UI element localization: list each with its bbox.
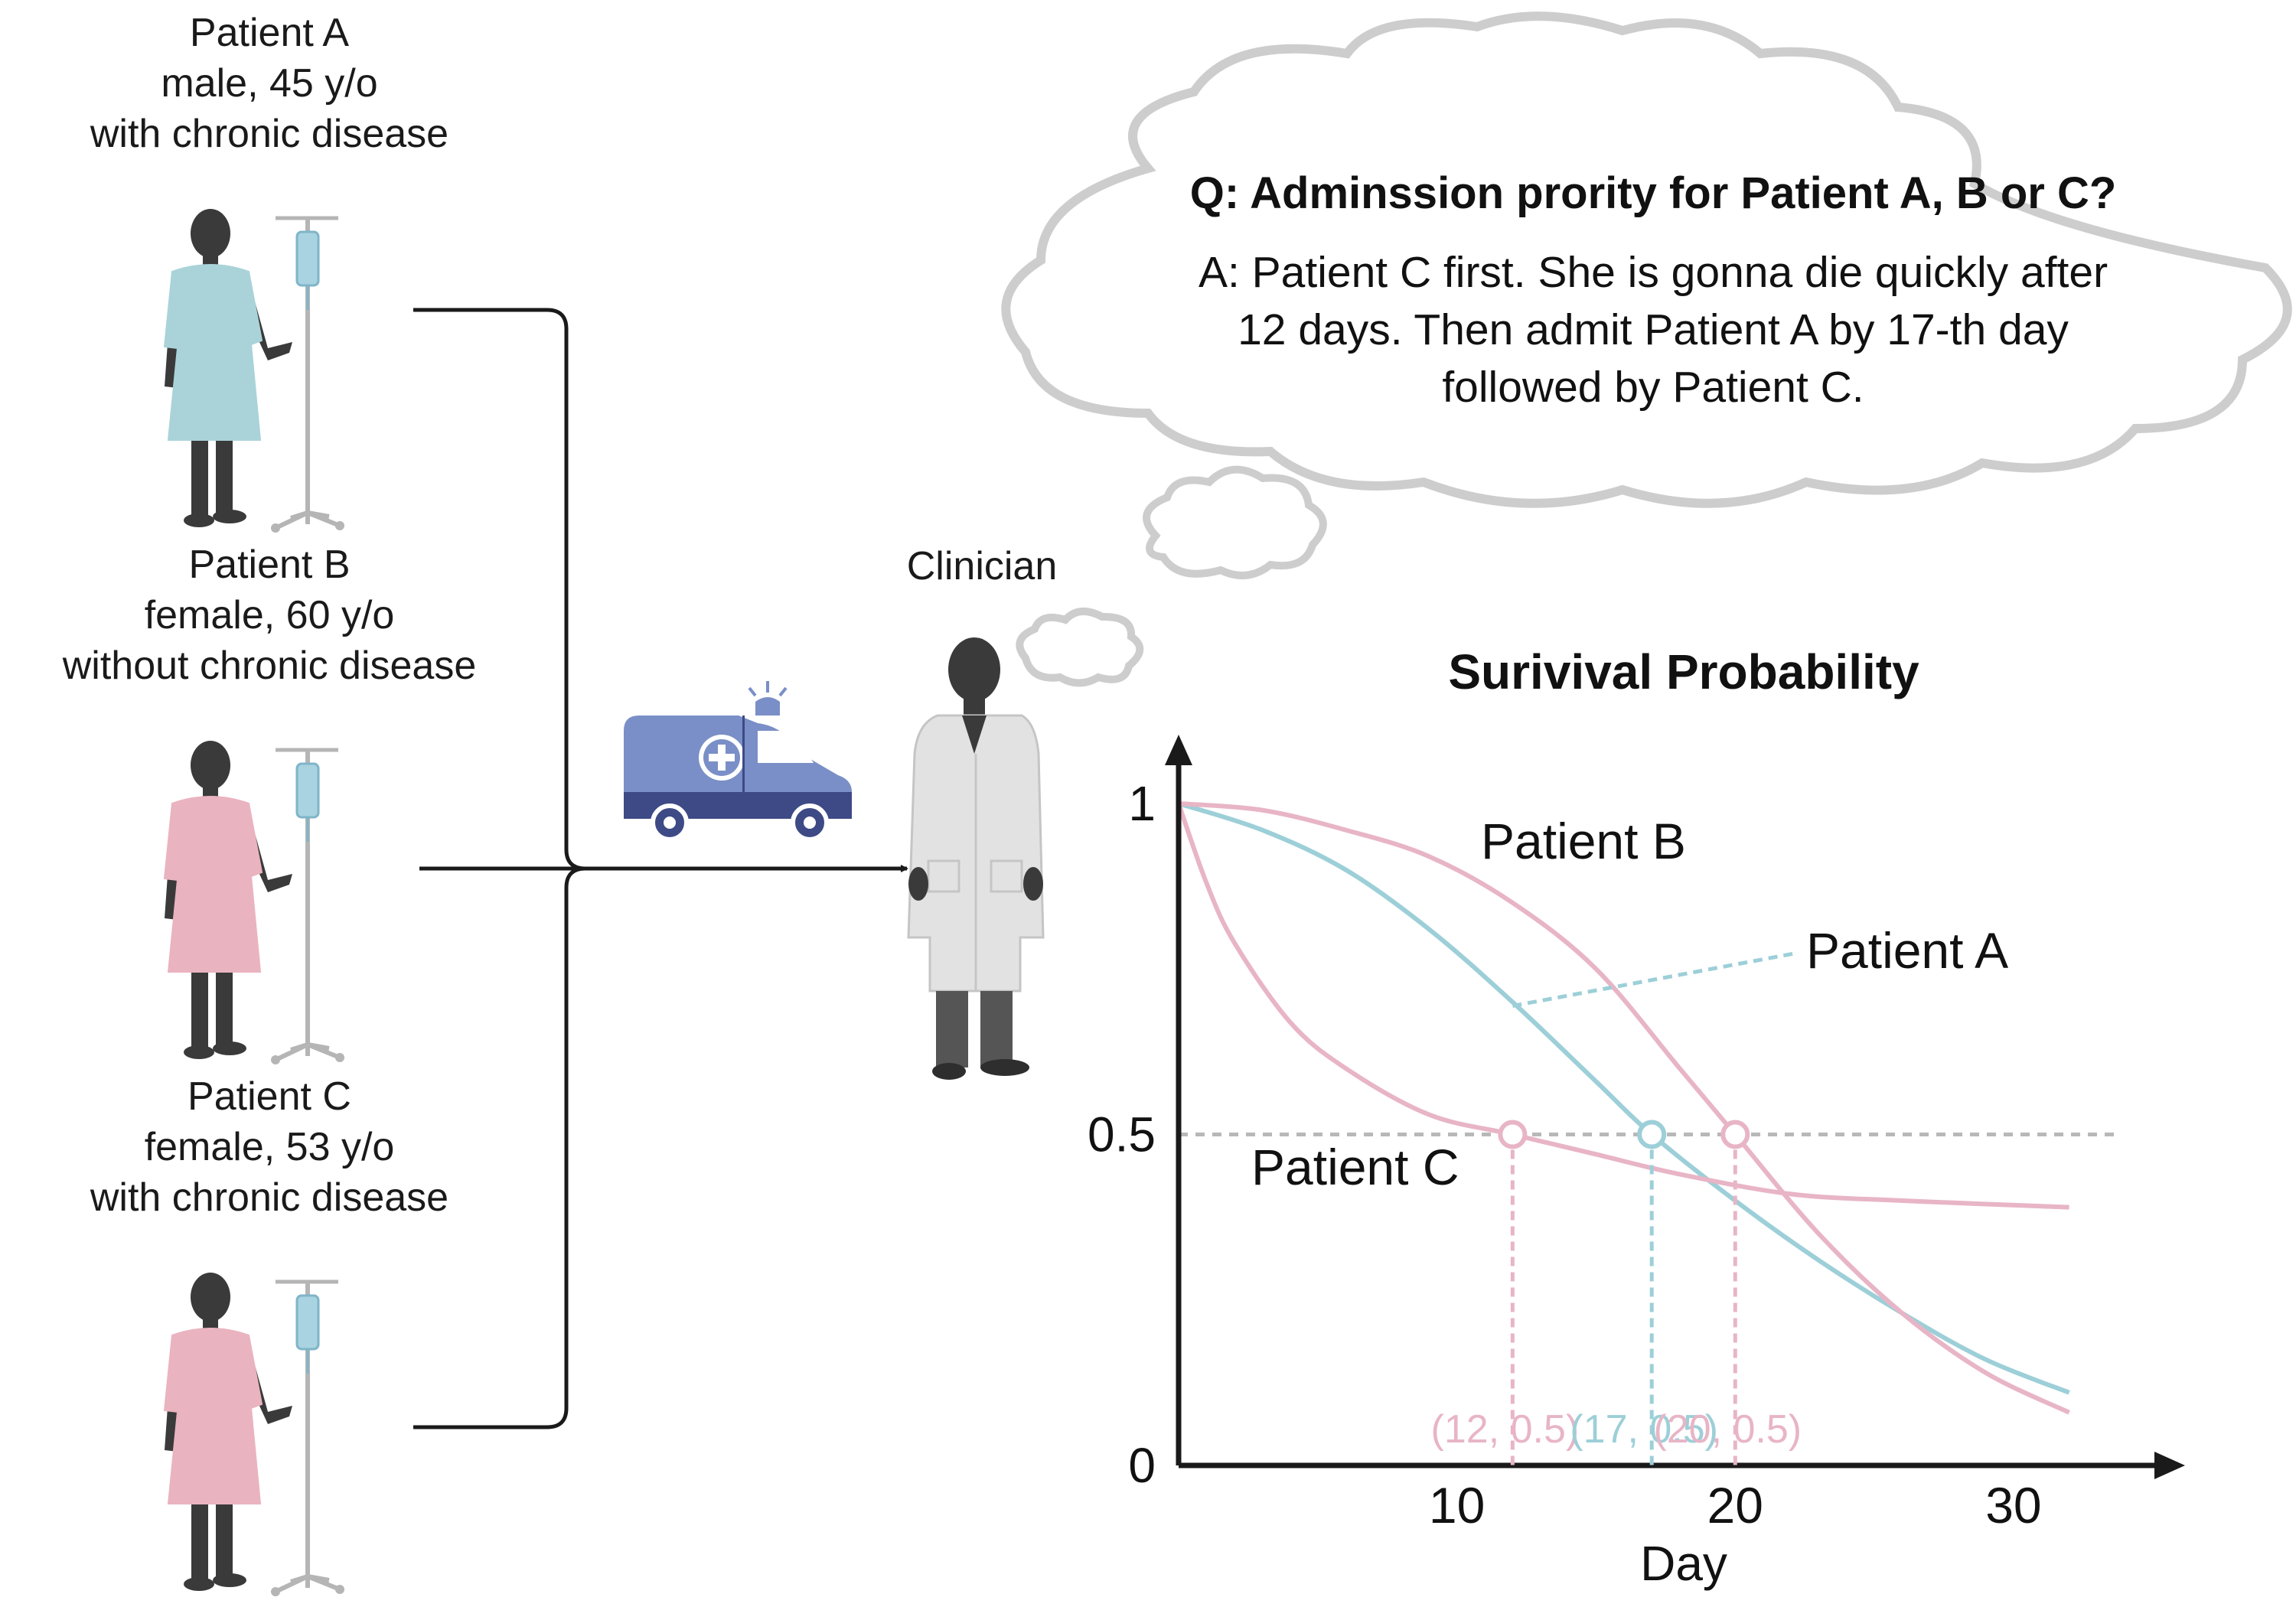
answer-line-1: A: Patient C first. She is gonna die qui… xyxy=(1199,248,2108,297)
patient-gown xyxy=(163,264,263,441)
ambulance-icon xyxy=(624,681,852,842)
y-axis-arrow xyxy=(1165,735,1192,765)
patients-column: Patient A male, 45 y/o with chronic diseas… xyxy=(62,11,477,1596)
chart-title: Surivival Probability xyxy=(1448,644,1919,699)
series-line-patient-b xyxy=(1178,801,2070,1415)
patient-figure xyxy=(165,741,344,1064)
patient-block: Patient A male, 45 y/o with chronic diseas… xyxy=(90,11,448,533)
answer-line-3: followed by Patient C. xyxy=(1442,363,1864,412)
patient-block: Patient B female, 60 y/o without chronic d… xyxy=(62,543,477,1064)
question-text: Q: Adminssion prority for Patient A, B o… xyxy=(1190,168,2117,218)
survival-chart: Surivival Probability (12, 0.5)(17, 0.5)… xyxy=(1088,644,2185,1591)
x-tick-label: 30 xyxy=(1985,1477,2041,1534)
thought-cloud: Q: Adminssion prority for Patient A, B o… xyxy=(1001,11,2292,508)
marker-label: (17, 0.5) xyxy=(1570,1407,1718,1452)
patient-condition: with chronic disease xyxy=(90,1175,448,1220)
patient-name: Patient A xyxy=(190,11,349,55)
patient-gown xyxy=(163,796,263,973)
series-label: Patient A xyxy=(1806,922,2008,979)
patient-connector xyxy=(413,308,908,1429)
y-tick-label: 0.5 xyxy=(1088,1107,1156,1162)
patient-condition: with chronic disease xyxy=(90,112,448,156)
patient-name: Patient B xyxy=(188,543,350,587)
patient-figure xyxy=(165,1273,344,1596)
marker-point xyxy=(1720,1120,1750,1149)
series-line-patient-a xyxy=(1178,801,2070,1395)
clinician-label: Clinician xyxy=(907,544,1058,588)
patient-demo: female, 53 y/o xyxy=(145,1125,395,1169)
chart-markers-group: (12, 0.5)(17, 0.5)(20, 0.5) xyxy=(1431,1120,1802,1465)
answer-line-2: 12 days. Then admit Patient A by 17-th d… xyxy=(1238,305,2069,354)
x-tick-label: 10 xyxy=(1429,1477,1485,1534)
chart-labels-group: 10 20 30 0 0.5 1 Day Patient A Patient B Patient … xyxy=(1088,776,2042,1591)
x-axis-arrow xyxy=(2154,1452,2185,1479)
marker-label: (12, 0.5) xyxy=(1431,1407,1580,1452)
patient-block: Patient C female, 53 y/o with chronic dise… xyxy=(90,1074,448,1596)
marker-point xyxy=(1637,1120,1667,1149)
y-tick-label: 0 xyxy=(1128,1438,1156,1493)
series-label-leader xyxy=(1512,950,1799,1008)
clinician-figure xyxy=(907,637,1045,1080)
y-tick-label: 1 xyxy=(1128,776,1156,831)
patient-demo: female, 60 y/o xyxy=(145,593,395,637)
patient-demo: male, 45 y/o xyxy=(161,61,377,106)
marker-label: (20, 0.5) xyxy=(1653,1407,1802,1452)
series-label: Patient B xyxy=(1481,813,1686,869)
x-tick-label: 20 xyxy=(1707,1477,1763,1534)
x-axis-label: Day xyxy=(1640,1536,1727,1591)
marker-point xyxy=(1498,1120,1528,1149)
thought-bubble-small xyxy=(1016,608,1144,687)
patient-condition: without chronic disease xyxy=(62,644,477,688)
series-label: Patient C xyxy=(1251,1139,1459,1195)
patient-name: Patient C xyxy=(188,1074,351,1119)
chart-axes xyxy=(1165,735,2185,1479)
patient-gown xyxy=(163,1328,263,1504)
patient-figure xyxy=(165,209,344,533)
thought-bubble-medium xyxy=(1143,465,1327,580)
chart-series-group xyxy=(1176,801,2070,1415)
